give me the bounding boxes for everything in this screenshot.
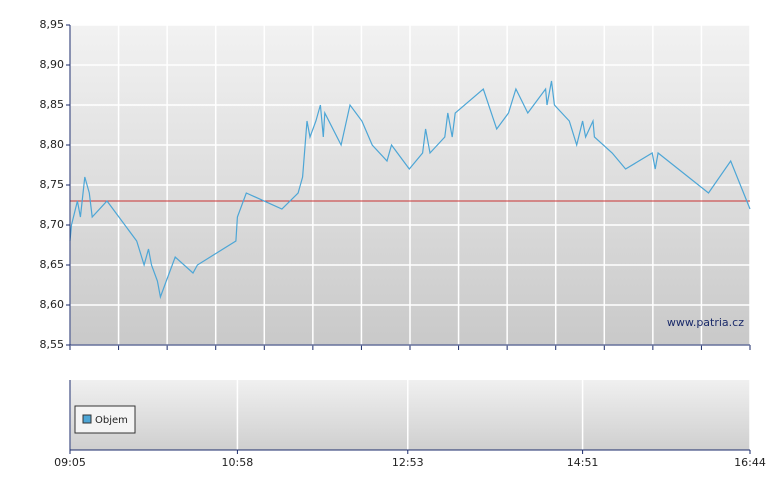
x-tick-label: 10:58 xyxy=(222,456,254,469)
y-tick-label: 8,95 xyxy=(40,18,65,31)
y-tick-label: 8,65 xyxy=(40,258,65,271)
x-tick-label: 14:51 xyxy=(567,456,599,469)
volume-area xyxy=(70,380,750,450)
price-line xyxy=(69,80,751,300)
legend xyxy=(74,405,136,434)
y-tick-label: 8,55 xyxy=(40,338,65,351)
watermark: www.patria.cz xyxy=(667,316,744,329)
y-tick-label: 8,70 xyxy=(40,218,65,231)
x-tick-label: 09:05 xyxy=(54,456,86,469)
legend-label: Objem xyxy=(95,415,128,426)
y-tick-label: 8,90 xyxy=(40,58,65,71)
y-tick-label: 8,80 xyxy=(40,138,65,151)
y-tick-label: 8,60 xyxy=(40,298,65,311)
x-tick-label: 12:53 xyxy=(392,456,424,469)
x-tick-label: 16:44 xyxy=(734,456,766,469)
y-tick-label: 8,75 xyxy=(40,178,65,191)
y-tick-label: 8,85 xyxy=(40,98,65,111)
legend-swatch xyxy=(82,414,92,424)
